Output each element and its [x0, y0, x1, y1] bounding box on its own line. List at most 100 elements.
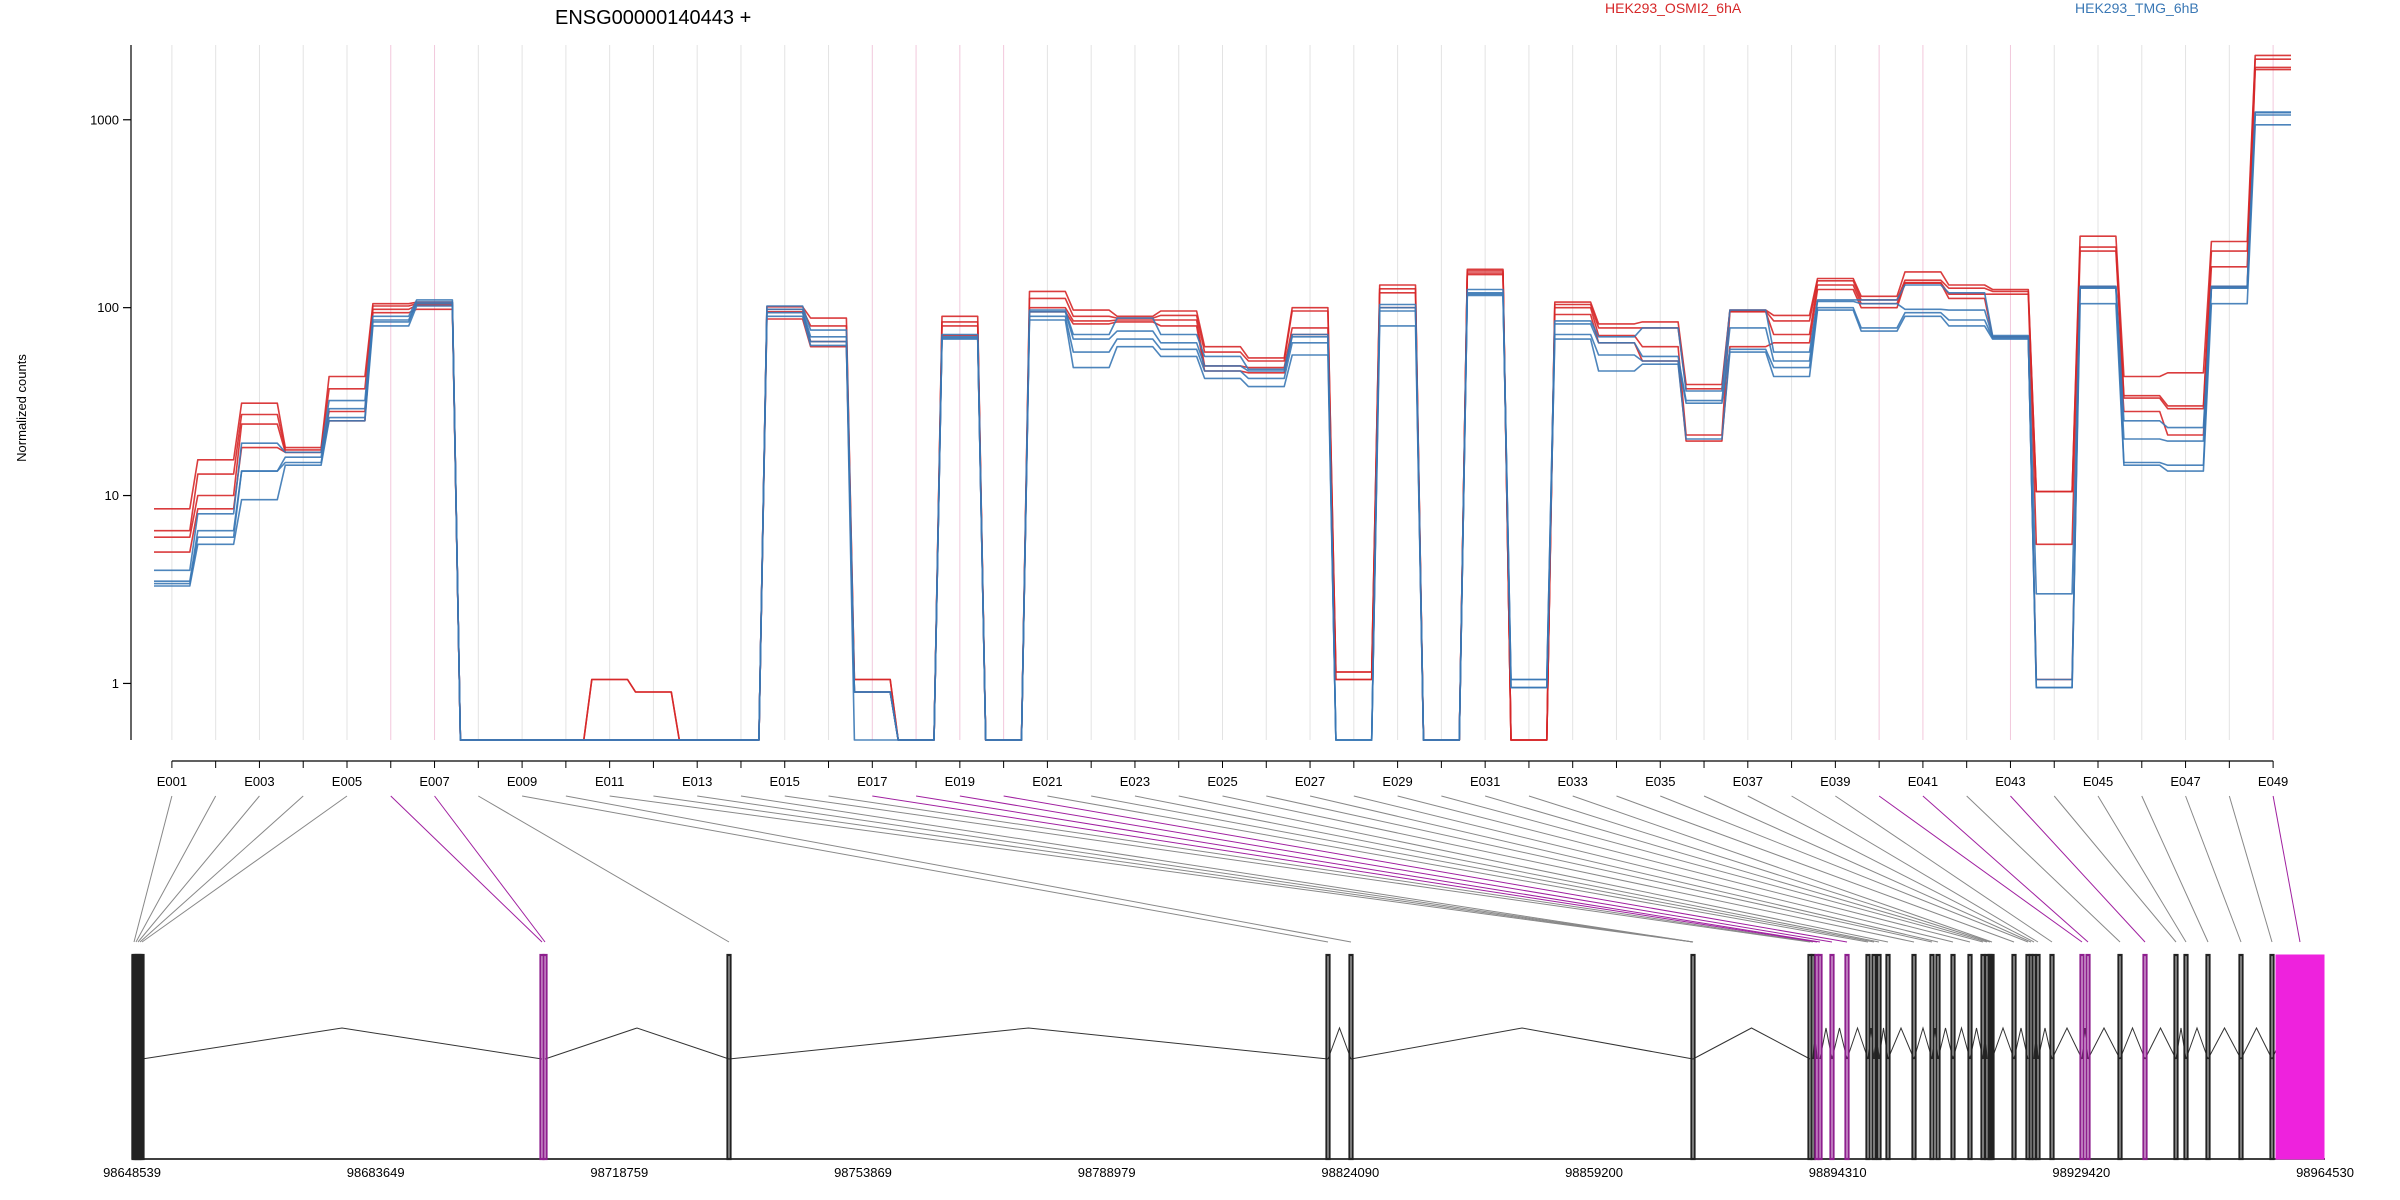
- exon-connector: [1353, 795, 1954, 943]
- exon-connector: [1616, 795, 2015, 943]
- y-tick-label: 10: [105, 488, 119, 503]
- exon-connector: [390, 795, 543, 943]
- intron: [544, 1027, 730, 1060]
- genomic-coordinate-label: 98859200: [1565, 1165, 1623, 1180]
- genomic-coordinate-label: 98683649: [347, 1165, 405, 1180]
- exon-block: [542, 953, 548, 1161]
- intron: [1692, 1027, 1811, 1060]
- x-tick-label: E047: [2170, 774, 2200, 789]
- legend-tmg: HEK293_TMG_6hB: [2075, 0, 2199, 16]
- exon-block: [139, 953, 145, 1161]
- exon-block: [1348, 953, 1354, 1161]
- exon-connector: [1091, 795, 1875, 943]
- x-tick-label: E049: [2258, 774, 2288, 789]
- exon-connector: [1441, 795, 1984, 943]
- intron: [1350, 1027, 1694, 1060]
- exon-connector: [2097, 795, 2187, 943]
- exon-connector: [1703, 795, 2032, 943]
- intron: [728, 1027, 1329, 1060]
- x-tick-label: E041: [1908, 774, 1938, 789]
- exon-connector: [141, 795, 348, 943]
- exon-block: [2079, 953, 2085, 1161]
- x-tick-label: E013: [682, 774, 712, 789]
- exon-block: [1817, 953, 1823, 1161]
- exon-connector: [1878, 795, 2083, 943]
- exon-connector: [1178, 795, 1889, 943]
- exon-connector: [828, 795, 1814, 943]
- exon-connector: [1660, 795, 2029, 943]
- exon-connector: [1003, 795, 1848, 943]
- exon-block: [1885, 953, 1891, 1161]
- exon-connector: [697, 795, 1694, 943]
- intron: [2240, 1026, 2273, 1060]
- series-lines: [154, 54, 2291, 741]
- chart-title: ENSG00000140443 +: [555, 7, 751, 29]
- axes: 1 10 100 1000 E001 E003 E005 E007 E009 E011 E013 E0…: [90, 45, 2288, 789]
- exon-block: [2035, 953, 2041, 1161]
- genomic-coordinate-label: 98753869: [834, 1165, 892, 1180]
- exon-connector: [1485, 795, 1988, 943]
- exon-connector: [2228, 795, 2273, 943]
- x-tick-label: E025: [1207, 774, 1237, 789]
- exon-connector: [135, 795, 217, 943]
- exon-connector: [133, 795, 173, 943]
- exon-block: [2269, 953, 2275, 1161]
- exon-block: [2238, 953, 2244, 1161]
- exon-block: [1865, 953, 1871, 1161]
- exon-block: [2275, 954, 2325, 1160]
- exon-block: [1911, 953, 1917, 1161]
- exon-connectors: [133, 795, 2301, 943]
- exon-connector: [872, 795, 1818, 943]
- exon-connector: [1222, 795, 1915, 943]
- exon-connector: [2185, 795, 2242, 943]
- x-tick-label: E031: [1470, 774, 1500, 789]
- x-tick-label: E029: [1382, 774, 1412, 789]
- exon-block: [2205, 953, 2211, 1161]
- gene-model: 98648539 98683649 98718759 98753869 98788979…: [103, 953, 2354, 1180]
- exon-block: [1967, 953, 1973, 1161]
- intron: [2087, 1026, 2121, 1060]
- exon-block: [2085, 953, 2091, 1161]
- exon-connector: [522, 795, 1329, 943]
- intron: [1846, 1026, 1869, 1060]
- intron: [1913, 1026, 1933, 1060]
- intron: [1327, 1026, 1352, 1060]
- exon-connector: [2272, 795, 2301, 943]
- y-tick-label: 1000: [90, 112, 119, 127]
- exon-block: [2117, 953, 2123, 1161]
- genomic-coordinate-label: 98929420: [2052, 1165, 2110, 1180]
- intron: [1991, 1026, 2015, 1060]
- x-tick-label: E011: [595, 774, 624, 789]
- exon-connector: [784, 795, 1811, 943]
- x-tick-label: E019: [945, 774, 975, 789]
- exon-block: [2011, 953, 2017, 1161]
- x-tick-label: E039: [1820, 774, 1850, 789]
- genomic-coordinate-label: 98824090: [1321, 1165, 1379, 1180]
- exon-gridlines: [171, 45, 2274, 740]
- exon-connector: [1966, 795, 2121, 943]
- exon-block: [1871, 953, 1877, 1161]
- x-tick-label: E037: [1733, 774, 1763, 789]
- exon-connector: [1134, 795, 1880, 943]
- intron: [2051, 1026, 2083, 1060]
- genomic-coordinate-label: 98648539: [103, 1165, 161, 1180]
- x-tick-label: E015: [770, 774, 800, 789]
- exon-block: [726, 953, 732, 1161]
- exon-connector: [1397, 795, 1971, 943]
- exon-block: [1829, 953, 1835, 1161]
- intron: [1952, 1026, 1971, 1060]
- exon-connector: [1747, 795, 2035, 943]
- exon-block: [1876, 953, 1882, 1161]
- exon-block: [1325, 953, 1331, 1161]
- x-tick-label: E043: [1995, 774, 2025, 789]
- x-tick-label: E001: [157, 774, 187, 789]
- y-tick-label: 100: [97, 300, 119, 315]
- exon-connector: [1528, 795, 1991, 943]
- exon-connector: [137, 795, 260, 943]
- series-line: [154, 124, 2291, 741]
- exon-block: [1690, 953, 1696, 1161]
- x-tick-label: E045: [2083, 774, 2113, 789]
- exon-connector: [653, 795, 1694, 943]
- x-tick-label: E035: [1645, 774, 1675, 789]
- genomic-coordinate-label: 98894310: [1809, 1165, 1867, 1180]
